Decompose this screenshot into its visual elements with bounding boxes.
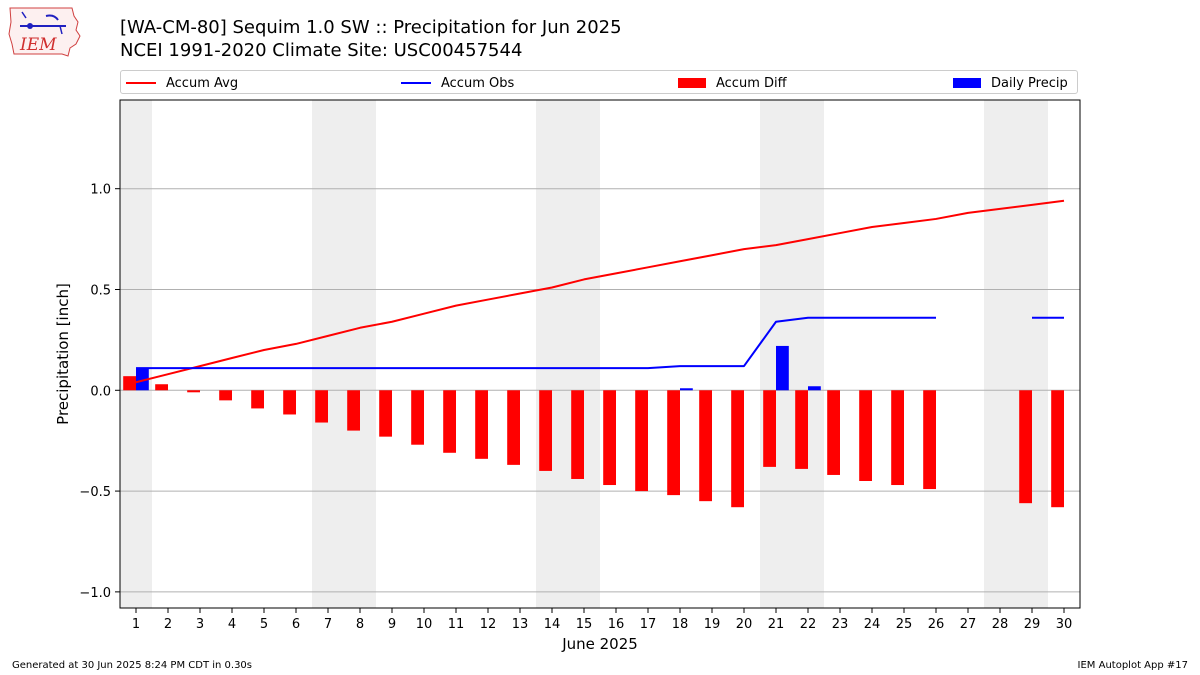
accum-diff-bar-day-6 — [283, 390, 296, 415]
legend-label-accum-avg: Accum Avg — [166, 75, 239, 91]
x-tick-label-4: 4 — [228, 617, 236, 632]
x-tick-label-1: 1 — [132, 617, 140, 632]
iowa-map-logo-graphic: IEM — [8, 7, 81, 57]
accum-diff-bar-day-25 — [891, 390, 904, 486]
weekend-shade-5 — [984, 100, 1048, 608]
accum-diff-bar-day-14 — [539, 390, 552, 471]
x-tick-label-2: 2 — [164, 617, 172, 632]
x-tick-label-21: 21 — [768, 617, 785, 632]
x-tick-label-24: 24 — [864, 617, 881, 632]
accum-diff-bar-day-29 — [1019, 390, 1032, 504]
accum-diff-bar-day-21 — [763, 390, 776, 467]
weekend-shade-3 — [536, 100, 600, 608]
x-tick-label-22: 22 — [800, 617, 817, 632]
x-tick-label-27: 27 — [960, 617, 977, 632]
legend-swatch-accum-diff — [678, 78, 706, 88]
accum-diff-bar-day-22 — [795, 390, 808, 469]
accum-diff-bar-day-4 — [219, 390, 232, 401]
x-tick-label-16: 16 — [608, 617, 625, 632]
x-tick-label-14: 14 — [544, 617, 561, 632]
accum-diff-bar-day-2 — [155, 384, 168, 391]
legend-entry-accum-obs: Accum Obs — [401, 74, 514, 92]
x-tick-label-3: 3 — [196, 617, 204, 632]
accum-diff-bar-day-8 — [347, 390, 360, 431]
accum-diff-bar-day-3 — [187, 390, 200, 393]
x-tick-label-19: 19 — [704, 617, 721, 632]
accum-diff-bar-day-19 — [699, 390, 712, 502]
x-tick-label-7: 7 — [324, 617, 332, 632]
accum-diff-bar-day-30 — [1051, 390, 1064, 508]
x-tick-label-12: 12 — [480, 617, 497, 632]
x-tick-label-8: 8 — [356, 617, 364, 632]
chart-subtitle: NCEI 1991-2020 Climate Site: USC00457544 — [120, 40, 523, 61]
x-tick-label-11: 11 — [448, 617, 465, 632]
x-tick-label-30: 30 — [1056, 617, 1073, 632]
iem-logo: IEM — [6, 4, 82, 60]
logo-text: IEM — [19, 35, 57, 55]
plot-frame — [119, 99, 1081, 609]
x-tick-label-17: 17 — [640, 617, 657, 632]
x-tick-label-10: 10 — [416, 617, 433, 632]
accum-diff-bar-day-24 — [859, 390, 872, 481]
y-tick-label-0: −1.0 — [79, 586, 111, 601]
accum-diff-bar-day-17 — [635, 390, 648, 492]
accum-diff-bar-day-5 — [251, 390, 264, 409]
x-tick-label-28: 28 — [992, 617, 1009, 632]
accum-diff-bar-day-16 — [603, 390, 616, 486]
weekend-shade-4 — [760, 100, 824, 608]
daily-precip-bar-day-18 — [680, 388, 693, 391]
accum-diff-bar-day-7 — [315, 390, 328, 423]
accum-diff-bar-day-23 — [827, 390, 840, 475]
legend-label-accum-diff: Accum Diff — [716, 75, 787, 91]
legend-entry-accum-avg: Accum Avg — [126, 74, 238, 92]
weekend-shade-2 — [312, 100, 376, 608]
legend-label-accum-obs: Accum Obs — [441, 75, 515, 91]
x-tick-label-29: 29 — [1024, 617, 1041, 632]
accum-avg-line — [135, 199, 1065, 384]
accum-diff-bar-day-10 — [411, 390, 424, 445]
x-tick-label-25: 25 — [896, 617, 913, 632]
accum-diff-bar-day-18 — [667, 390, 680, 496]
legend-swatch-accum-avg — [126, 82, 156, 84]
legend-entry-accum-diff: Accum Diff — [678, 74, 787, 92]
daily-precip-bar-day-1 — [136, 368, 149, 391]
y-tick-label-4: 1.0 — [90, 183, 111, 198]
daily-precip-bar-day-22 — [808, 386, 821, 391]
accum-diff-bar-day-20 — [731, 390, 744, 508]
y-tick-label-2: 0.0 — [90, 384, 111, 399]
legend-entry-daily-precip: Daily Precip — [953, 74, 1068, 92]
accum-diff-bar-day-15 — [571, 390, 584, 479]
chart-title: [WA-CM-80] Sequim 1.0 SW :: Precipitatio… — [120, 17, 622, 38]
x-tick-label-23: 23 — [832, 617, 849, 632]
x-axis-label: June 2025 — [561, 635, 638, 653]
x-tick-label-20: 20 — [736, 617, 753, 632]
y-axis-label: Precipitation [inch] — [54, 283, 72, 425]
accum-diff-bar-day-12 — [475, 390, 488, 459]
x-tick-label-5: 5 — [260, 617, 268, 632]
x-tick-label-6: 6 — [292, 617, 300, 632]
generated-timestamp: Generated at 30 Jun 2025 8:24 PM CDT in … — [12, 660, 253, 671]
daily-precip-bar-day-21 — [776, 345, 789, 391]
accum-obs-line — [136, 316, 1064, 370]
x-tick-label-26: 26 — [928, 617, 945, 632]
accum-diff-bar-day-13 — [507, 390, 520, 465]
accum-diff-bar-day-9 — [379, 390, 392, 437]
accum-diff-bar-day-1 — [123, 376, 136, 391]
y-tick-label-1: −0.5 — [79, 485, 111, 500]
weekend-shade-1 — [120, 100, 152, 608]
app-credit: IEM Autoplot App #17 — [1077, 660, 1188, 671]
legend-swatch-daily-precip — [953, 78, 981, 88]
accum-diff-bar-day-26 — [923, 390, 936, 490]
chart-legend: Accum Avg Accum Obs Accum Diff Daily Pre… — [120, 70, 1078, 94]
x-tick-label-18: 18 — [672, 617, 689, 632]
legend-label-daily-precip: Daily Precip — [991, 75, 1068, 91]
y-tick-label-3: 0.5 — [90, 283, 111, 298]
legend-swatch-accum-obs — [401, 82, 431, 84]
accum-diff-bar-day-11 — [443, 390, 456, 453]
x-tick-label-9: 9 — [388, 617, 396, 632]
x-tick-label-15: 15 — [576, 617, 593, 632]
x-tick-label-13: 13 — [512, 617, 529, 632]
